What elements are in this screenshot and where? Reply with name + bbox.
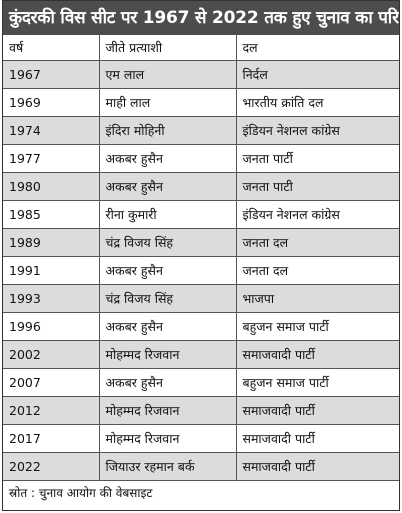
cell-year: 1974: [3, 116, 100, 145]
cell-year: 1991: [3, 256, 100, 285]
cell-year: 2017: [3, 424, 100, 453]
cell-party: भाजपा: [235, 284, 399, 313]
header-winner: जीते प्रत्याशी: [98, 35, 237, 61]
cell-winner: एम लाल: [98, 60, 237, 89]
cell-year: 1969: [3, 88, 100, 117]
cell-winner: चंद्र विजय सिंह: [98, 284, 237, 313]
table-row: 1974 इंदिरा मोहिनी इंडियन नेशनल कांग्रेस: [3, 116, 399, 145]
cell-winner: रीना कुमारी: [98, 200, 237, 229]
cell-winner: माही लाल: [98, 88, 237, 117]
cell-year: 2012: [3, 396, 100, 425]
table-row: 1969 माही लाल भारतीय क्रांति दल: [3, 88, 399, 117]
table-row: 2002 मोहम्मद रिजवान समाजवादी पार्टी: [3, 340, 399, 369]
table-row: 2022 जियाउर रहमान बर्क समाजवादी पार्टी: [3, 452, 399, 481]
cell-party: जनता दल: [235, 256, 399, 285]
table-title: कुंदरकी विस सीट पर 1967 से 2022 तक हुए च…: [3, 1, 399, 35]
election-results-table: वर्ष जीते प्रत्याशी दल 1967 एम लाल निर्दल 1…: [3, 35, 399, 481]
cell-year: 1989: [3, 228, 100, 257]
cell-year: 2007: [3, 368, 100, 397]
cell-year: 2022: [3, 452, 100, 481]
header-year: वर्ष: [3, 35, 100, 61]
cell-party: बहुजन समाज पार्टी: [235, 312, 399, 341]
cell-party: जनता पाटी: [235, 172, 399, 201]
cell-winner: मोहम्मद रिजवान: [98, 340, 237, 369]
cell-party: बहुजन समाज पार्टी: [235, 368, 399, 397]
table-row: 2007 अकबर हुसैन बहुजन समाज पार्टी: [3, 368, 399, 397]
table-row: 1993 चंद्र विजय सिंह भाजपा: [3, 284, 399, 313]
cell-year: 1985: [3, 200, 100, 229]
cell-winner: अकबर हुसैन: [98, 172, 237, 201]
table-row: 1996 अकबर हुसैन बहुजन समाज पार्टी: [3, 312, 399, 341]
table-body: 1967 एम लाल निर्दल 1969 माही लाल भारतीय क्रां…: [3, 60, 399, 481]
cell-winner: मोहम्मद रिजवान: [98, 396, 237, 425]
cell-year: 1967: [3, 60, 100, 89]
cell-party: समाजवादी पार्टी: [235, 340, 399, 369]
table-row: 1991 अकबर हुसैन जनता दल: [3, 256, 399, 285]
cell-party: जनता पार्टी: [235, 144, 399, 173]
source-note: स्रोत : चुनाव आयोग की वेबसाइट: [9, 486, 153, 500]
cell-party: इंडियन नेशनल कांग्रेस: [235, 116, 399, 145]
table-row: 1985 रीना कुमारी इंडियन नेशनल कांग्रेस: [3, 200, 399, 229]
cell-winner: अकबर हुसैन: [98, 144, 237, 173]
cell-year: 1980: [3, 172, 100, 201]
table-row: 2017 मोहम्मद रिजवान समाजवादी पार्टी: [3, 424, 399, 453]
table-row: 1977 अकबर हुसैन जनता पार्टी: [3, 144, 399, 173]
cell-winner: जियाउर रहमान बर्क: [98, 452, 237, 481]
cell-party: जनता दल: [235, 228, 399, 257]
header-party: दल: [235, 35, 399, 61]
cell-year: 1977: [3, 144, 100, 173]
cell-winner: चंद्र विजय सिंह: [98, 228, 237, 257]
cell-party: समाजवादी पार्टी: [235, 424, 399, 453]
cell-party: समाजवादी पार्टी: [235, 452, 399, 481]
table-row: 2012 मोहम्मद रिजवान समाजवादी पार्टी: [3, 396, 399, 425]
cell-year: 2002: [3, 340, 100, 369]
cell-party: भारतीय क्रांति दल: [235, 88, 399, 117]
cell-party: इंडियन नेशनल कांग्रेस: [235, 200, 399, 229]
cell-party: समाजवादी पार्टी: [235, 396, 399, 425]
cell-winner: अकबर हुसैन: [98, 368, 237, 397]
cell-winner: मोहम्मद रिजवान: [98, 424, 237, 453]
header-row: वर्ष जीते प्रत्याशी दल: [3, 35, 399, 61]
cell-party: निर्दल: [235, 60, 399, 89]
table-row: 1989 चंद्र विजय सिंह जनता दल: [3, 228, 399, 257]
cell-winner: अकबर हुसैन: [98, 256, 237, 285]
cell-winner: इंदिरा मोहिनी: [98, 116, 237, 145]
table-row: 1967 एम लाल निर्दल: [3, 60, 399, 89]
cell-year: 1996: [3, 312, 100, 341]
cell-winner: अकबर हुसैन: [98, 312, 237, 341]
table-row: 1980 अकबर हुसैन जनता पाटी: [3, 172, 399, 201]
cell-year: 1993: [3, 284, 100, 313]
